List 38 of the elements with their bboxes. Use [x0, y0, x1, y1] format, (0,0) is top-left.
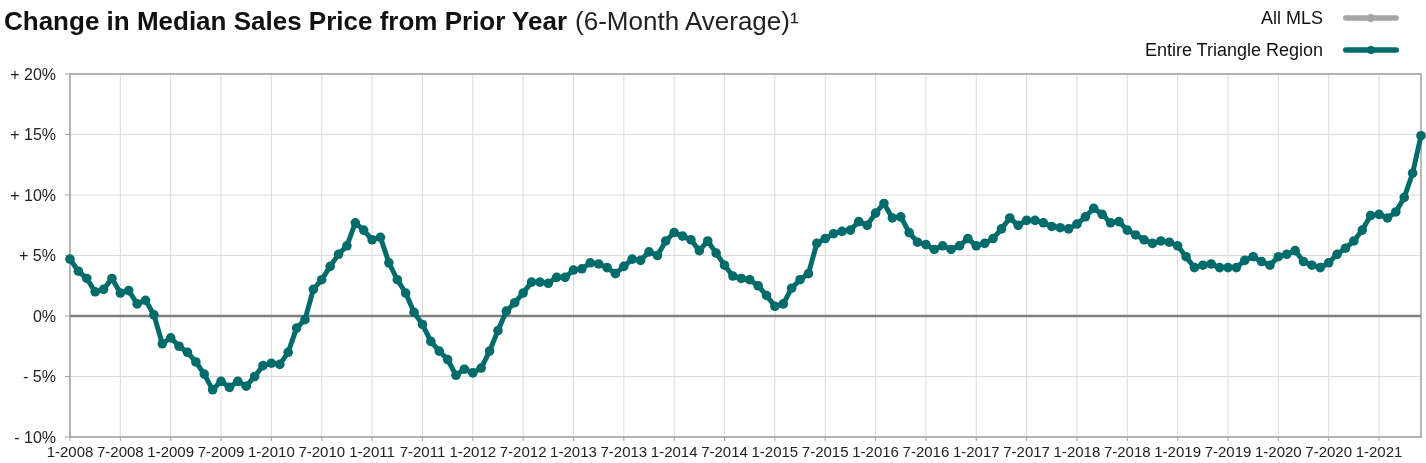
y-tick-label: - 5% [23, 368, 56, 386]
y-tick-label: + 20% [10, 65, 56, 83]
x-tick-label: 1-2008 [46, 443, 94, 460]
x-tick-label: 1-2009 [147, 443, 195, 460]
x-tick-label: 1-2015 [751, 443, 799, 460]
x-tick-label: 7-2016 [902, 443, 950, 460]
y-tick-label: + 10% [10, 186, 56, 204]
y-tick-label: - 10% [14, 428, 56, 446]
x-tick-label: 7-2008 [96, 443, 144, 460]
x-tick-label: 1-2013 [550, 443, 597, 460]
chart-subtitle: (6-Month Average)¹ [575, 6, 799, 36]
x-tick-label: 1-2019 [1154, 443, 1202, 460]
chart-title: Change in Median Sales Price from Prior Year [4, 6, 568, 36]
y-tick-label: 0% [32, 307, 56, 325]
x-tick-label: 7-2017 [1003, 443, 1050, 460]
x-tick-label: 1-2018 [1053, 443, 1101, 460]
x-tick-label: 7-2020 [1305, 443, 1353, 460]
x-tick-label: 7-2011 [399, 443, 446, 460]
x-tick-label: 1-2012 [449, 443, 497, 460]
y-tick-label: + 5% [19, 247, 56, 265]
x-tick-label: 1-2020 [1254, 443, 1302, 460]
x-tick-label: 1-2016 [852, 443, 899, 460]
x-tick-label: 1-2010 [248, 443, 295, 460]
legend-label: All MLS [1260, 8, 1323, 29]
x-tick-label: 7-2013 [600, 443, 648, 460]
legend-label: Entire Triangle Region [1144, 40, 1323, 61]
x-tick-label: 1-2017 [952, 443, 1000, 460]
x-tick-label: 1-2011 [349, 443, 395, 460]
x-tick-label: 7-2010 [298, 443, 346, 460]
x-tick-label: 7-2014 [701, 443, 748, 460]
x-tick-label: 1-2021 [1355, 443, 1403, 460]
x-tick-label: 7-2019 [1204, 443, 1252, 460]
x-tick-label: 1-2014 [650, 443, 698, 460]
x-tick-label: 7-2012 [499, 443, 547, 460]
y-tick-label: + 15% [10, 126, 56, 144]
x-tick-label: 7-2018 [1103, 443, 1151, 460]
x-tick-label: 7-2009 [197, 443, 245, 460]
x-tick-label: 7-2015 [801, 443, 849, 460]
